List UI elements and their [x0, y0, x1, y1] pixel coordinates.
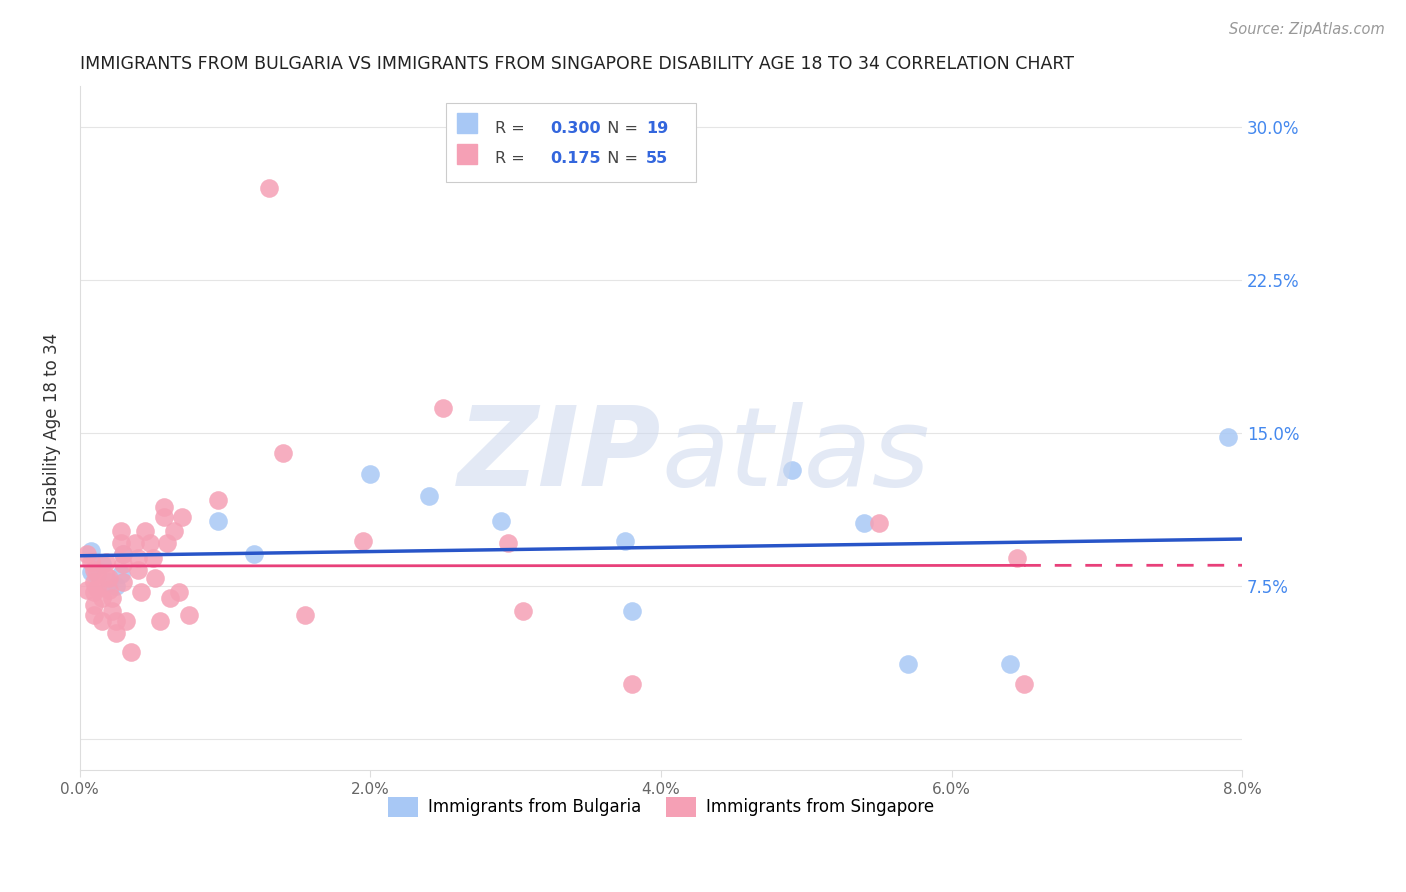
Point — [124, 536, 146, 550]
Point — [112, 575, 135, 590]
Point — [998, 657, 1021, 671]
Text: 0.300: 0.300 — [551, 120, 602, 136]
Point — [271, 446, 294, 460]
Point — [80, 544, 103, 558]
Point — [86, 581, 108, 595]
Point — [257, 181, 280, 195]
Point — [127, 550, 149, 565]
Point — [94, 555, 117, 569]
Point — [620, 677, 643, 691]
Point — [294, 607, 316, 622]
Point — [620, 604, 643, 618]
Point — [418, 489, 440, 503]
Point — [134, 524, 156, 538]
Point — [153, 509, 176, 524]
Text: atlas: atlas — [661, 401, 929, 508]
Text: R =: R = — [495, 120, 530, 136]
Point — [138, 536, 160, 550]
Point — [207, 493, 229, 508]
Point — [97, 571, 120, 585]
Point — [90, 591, 112, 606]
Point — [83, 607, 105, 622]
Point — [853, 516, 876, 530]
Point — [1005, 550, 1028, 565]
Text: 19: 19 — [645, 120, 668, 136]
Point — [90, 614, 112, 628]
Point — [83, 563, 105, 577]
Point — [110, 524, 132, 538]
Point — [80, 565, 103, 579]
Y-axis label: Disability Age 18 to 34: Disability Age 18 to 34 — [44, 334, 60, 523]
Point — [149, 614, 172, 628]
Point — [110, 566, 132, 581]
Point — [76, 583, 98, 598]
Point — [83, 598, 105, 612]
Point — [97, 583, 120, 598]
Point — [101, 591, 124, 606]
Point — [1012, 677, 1035, 691]
Text: N =: N = — [598, 151, 643, 166]
Point — [163, 524, 186, 538]
Point — [359, 467, 381, 481]
Point — [110, 536, 132, 550]
Point — [83, 575, 105, 590]
Point — [868, 516, 890, 530]
Point — [897, 657, 920, 671]
Text: Source: ZipAtlas.com: Source: ZipAtlas.com — [1229, 22, 1385, 37]
Point — [170, 509, 193, 524]
Point — [120, 644, 142, 658]
Point — [613, 534, 636, 549]
Point — [153, 500, 176, 514]
Point — [489, 514, 512, 528]
Point — [352, 534, 374, 549]
Point — [83, 585, 105, 599]
Point — [90, 557, 112, 571]
Point — [127, 563, 149, 577]
Point — [86, 566, 108, 581]
Point — [432, 401, 454, 416]
Point — [105, 626, 128, 640]
Point — [512, 604, 534, 618]
Point — [167, 585, 190, 599]
Point — [94, 569, 117, 583]
Text: IMMIGRANTS FROM BULGARIA VS IMMIGRANTS FROM SINGAPORE DISABILITY AGE 18 TO 34 CO: IMMIGRANTS FROM BULGARIA VS IMMIGRANTS F… — [80, 55, 1074, 73]
Point — [80, 555, 103, 569]
Point — [105, 614, 128, 628]
Point — [112, 557, 135, 571]
Point — [1216, 430, 1239, 444]
Point — [112, 547, 135, 561]
Text: ZIP: ZIP — [457, 401, 661, 508]
FancyBboxPatch shape — [446, 103, 696, 182]
Point — [207, 514, 229, 528]
Point — [243, 547, 266, 561]
Point — [97, 575, 120, 590]
Point — [159, 591, 181, 606]
Point — [177, 607, 200, 622]
Text: 0.175: 0.175 — [551, 151, 602, 166]
Legend: Immigrants from Bulgaria, Immigrants from Singapore: Immigrants from Bulgaria, Immigrants fro… — [381, 790, 941, 823]
Point — [129, 585, 152, 599]
Point — [112, 547, 135, 561]
Point — [145, 571, 167, 585]
Text: R =: R = — [495, 151, 534, 166]
Point — [780, 463, 803, 477]
Point — [156, 536, 179, 550]
Point — [76, 547, 98, 561]
Text: 55: 55 — [645, 151, 668, 166]
Point — [115, 614, 138, 628]
Point — [101, 604, 124, 618]
Point — [105, 579, 128, 593]
Point — [141, 550, 163, 565]
Text: N =: N = — [598, 120, 643, 136]
Point — [498, 536, 520, 550]
